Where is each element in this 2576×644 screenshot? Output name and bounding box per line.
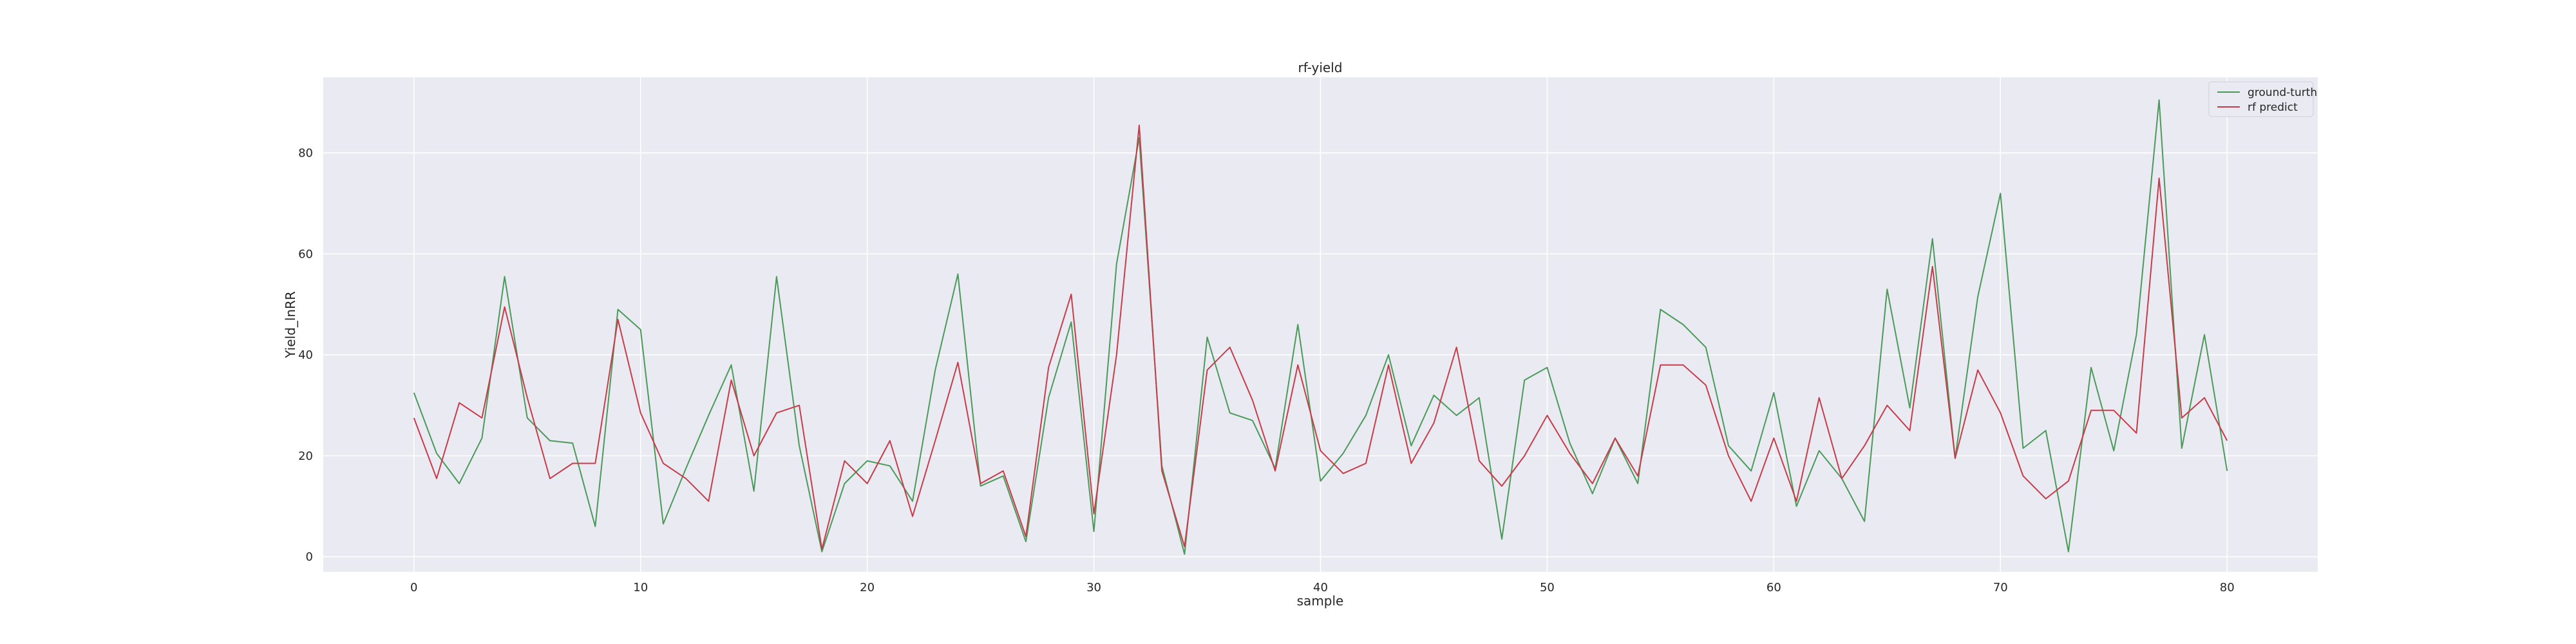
y-tick-label: 60 bbox=[298, 247, 313, 261]
series-lines bbox=[413, 99, 2228, 555]
x-tick-label: 50 bbox=[1540, 581, 1555, 594]
series-line-ground-turth bbox=[413, 99, 2228, 555]
legend-label-rf-predict: rf predict bbox=[2248, 101, 2298, 114]
x-tick-label: 10 bbox=[633, 581, 648, 594]
x-tick-label: 30 bbox=[1086, 581, 1101, 594]
y-axis-label: Yield_lnRR bbox=[283, 291, 298, 359]
legend-label-ground-turth: ground-turth bbox=[2248, 86, 2317, 99]
x-tick-label: 0 bbox=[410, 581, 417, 594]
legend-box bbox=[2208, 81, 2314, 117]
x-axis-label: sample bbox=[1297, 593, 1344, 609]
y-tick-label: 40 bbox=[298, 348, 313, 362]
x-tick-label: 20 bbox=[860, 581, 875, 594]
x-tick-label: 40 bbox=[1313, 581, 1328, 594]
x-tick-label: 70 bbox=[1993, 581, 2008, 594]
x-tick-label: 60 bbox=[1766, 581, 1781, 594]
y-axis-ticks: 0 20 40 60 80 bbox=[298, 147, 313, 564]
y-tick-label: 20 bbox=[298, 450, 313, 463]
series-line-rf-predict bbox=[413, 124, 2228, 550]
x-axis-ticks: 0 10 20 30 40 50 60 70 80 bbox=[410, 581, 2235, 594]
y-tick-label: 80 bbox=[298, 147, 313, 160]
chart-title: rf-yield bbox=[1298, 60, 1343, 75]
y-tick-label: 0 bbox=[306, 550, 313, 564]
x-tick-label: 80 bbox=[2220, 581, 2235, 594]
legend: ground-turth rf predict bbox=[2208, 81, 2317, 117]
